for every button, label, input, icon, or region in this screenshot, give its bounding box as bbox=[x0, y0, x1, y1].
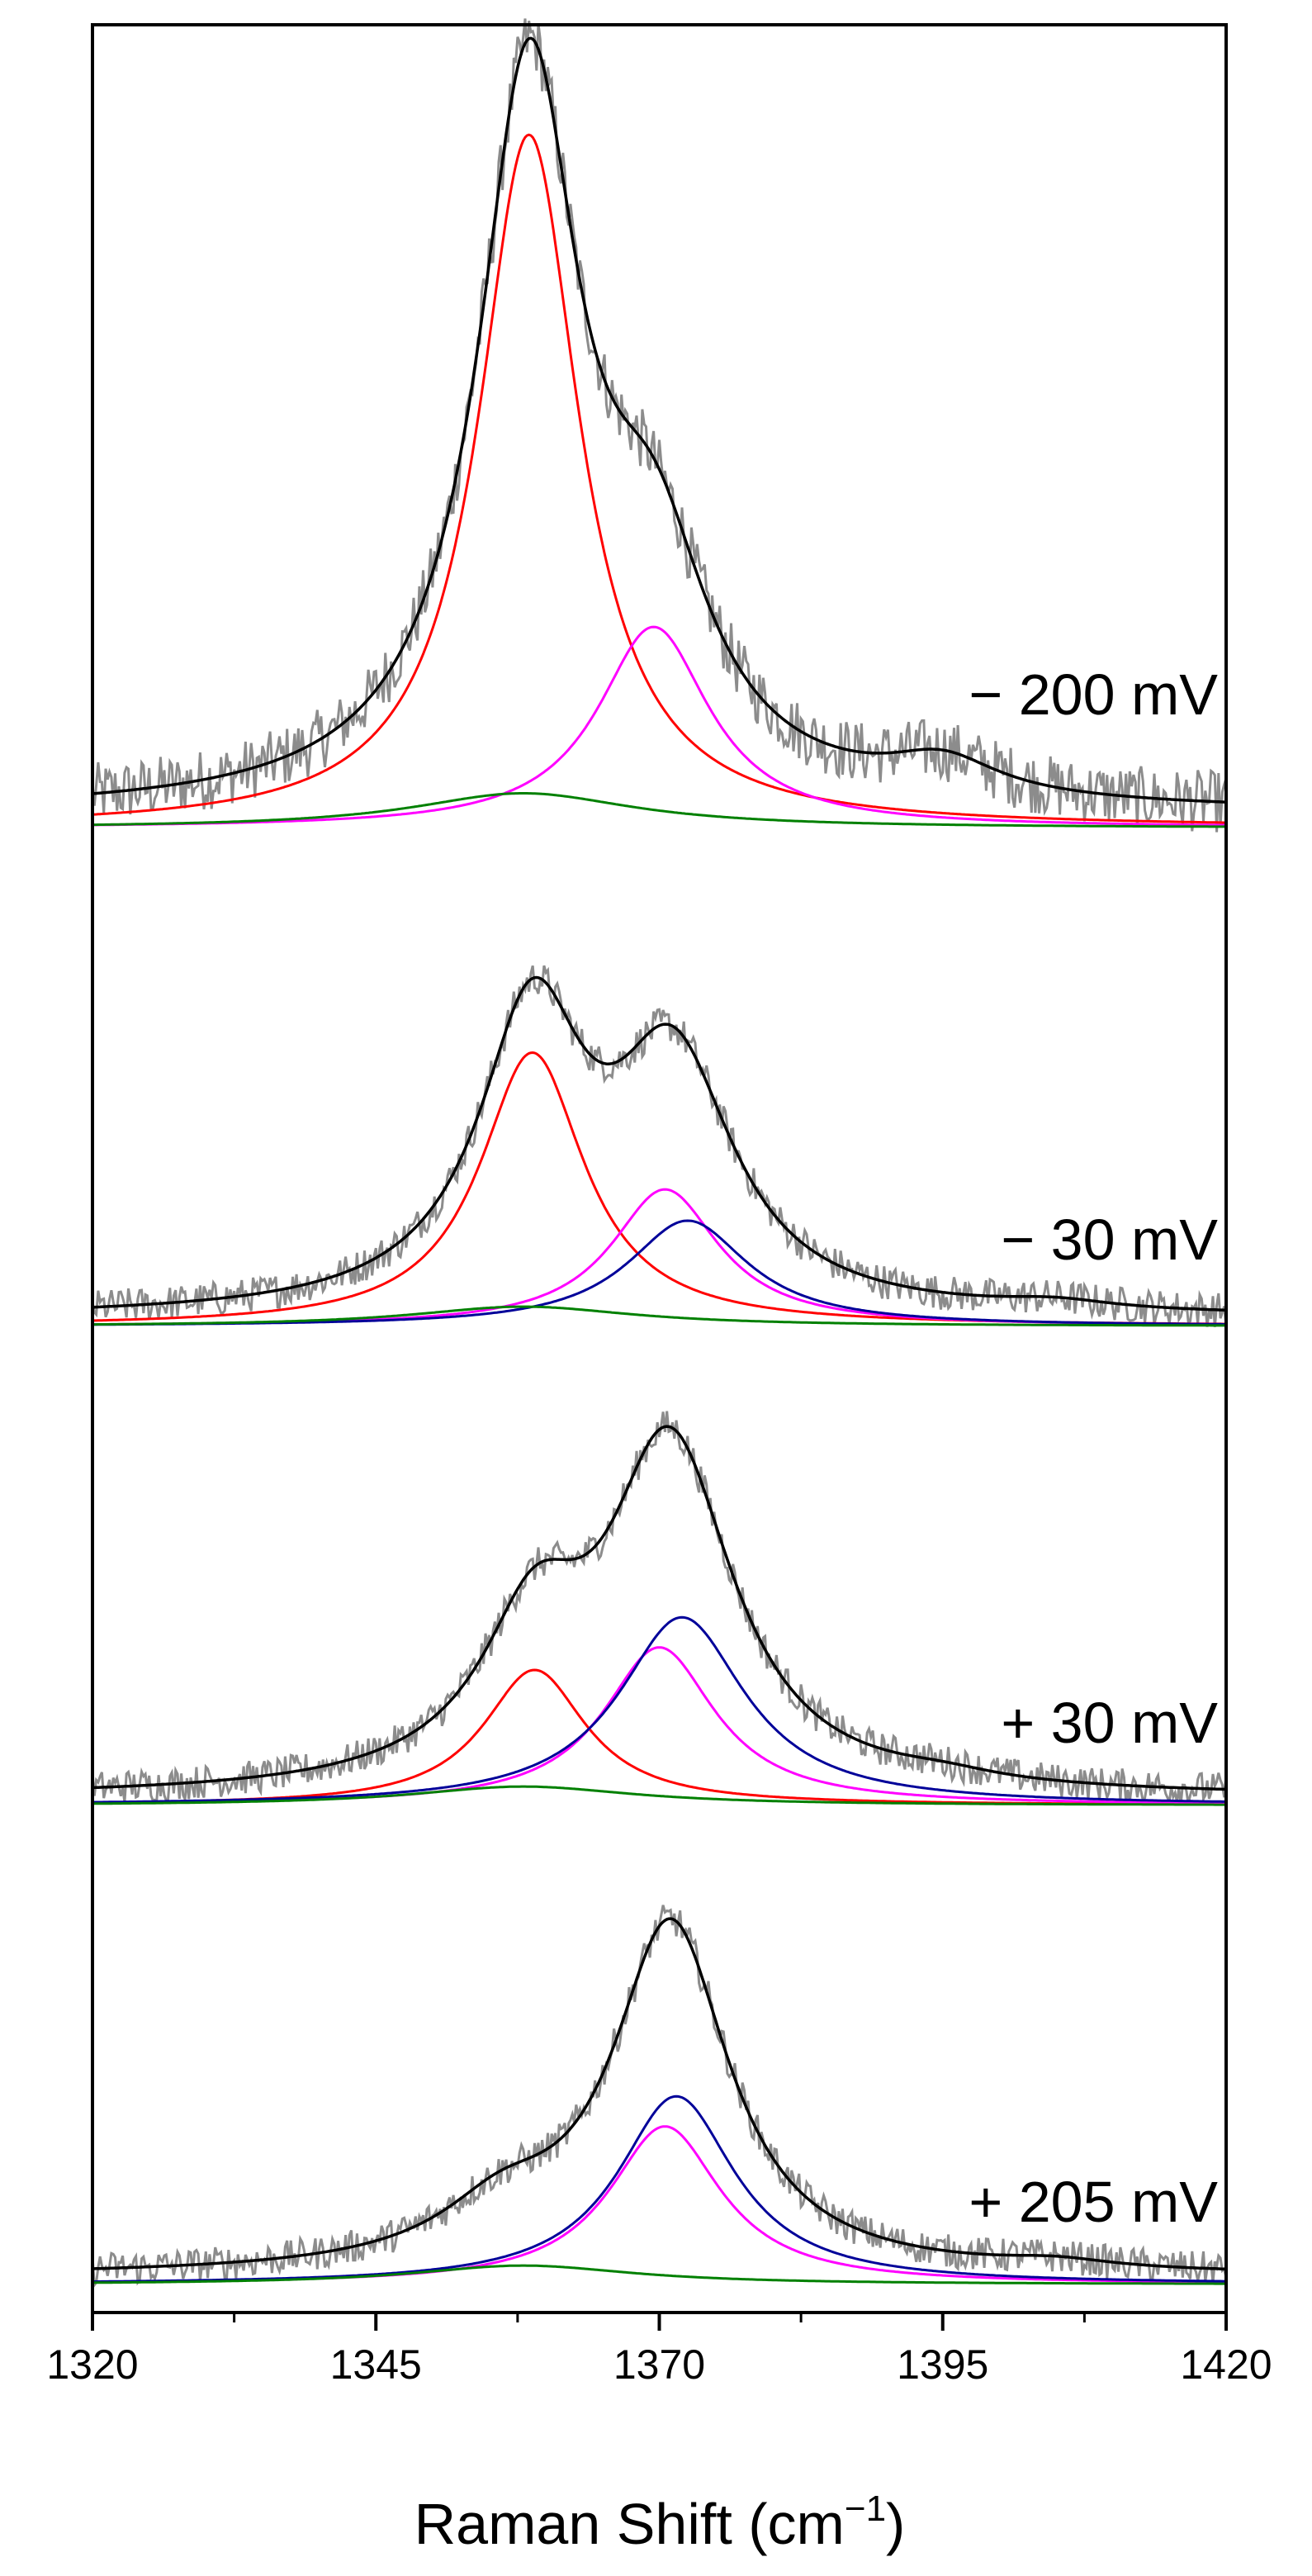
x-ticks: 1320 1345 1370 1395 1420 bbox=[46, 2313, 1272, 2388]
x-tick-label: 1420 bbox=[1180, 2341, 1272, 2388]
fit-curve-4 bbox=[92, 1917, 1227, 2271]
fit-curve-1 bbox=[92, 36, 1227, 804]
plot-frame bbox=[91, 23, 1228, 2314]
raw-spectrum-1 bbox=[91, 18, 1228, 833]
component-blue-4 bbox=[92, 2094, 1226, 2283]
x-tick-label: 1345 bbox=[330, 2341, 422, 2388]
component-green-2 bbox=[92, 1305, 1226, 1327]
component-red-2 bbox=[92, 1051, 1226, 1326]
panel-3: + 30 mV bbox=[91, 1411, 1228, 1806]
x-axis-title: Raman Shift (cm−1) bbox=[414, 2488, 906, 2556]
fit-curve-3 bbox=[92, 1425, 1227, 1791]
fit-curve-2 bbox=[92, 975, 1227, 1312]
panel-label-4: + 205 mV bbox=[969, 2170, 1218, 2234]
component-blue-2 bbox=[92, 1219, 1226, 1326]
component-green-4 bbox=[92, 2264, 1226, 2285]
x-tick-label: 1370 bbox=[613, 2341, 705, 2388]
x-tick-label: 1395 bbox=[897, 2341, 988, 2388]
component-magenta-1 bbox=[92, 625, 1227, 827]
raw-spectrum-3 bbox=[91, 1411, 1228, 1806]
panel-4: + 205 mV bbox=[91, 1905, 1228, 2289]
panel-2: − 30 mV bbox=[91, 965, 1228, 1327]
component-red-1 bbox=[92, 133, 1226, 824]
component-blue-3 bbox=[92, 1615, 1226, 1804]
panels-layer: − 200 mV − 30 mV + 30 mV + 205 mV bbox=[91, 18, 1228, 2289]
panel-label-2: − 30 mV bbox=[1001, 1207, 1218, 1272]
component-green-3 bbox=[92, 1785, 1226, 1806]
panel-label-3: + 30 mV bbox=[1001, 1691, 1218, 1755]
panel-1: − 200 mV bbox=[91, 18, 1228, 833]
panel-label-1: − 200 mV bbox=[969, 662, 1218, 727]
x-tick-label: 1320 bbox=[46, 2341, 138, 2388]
component-green-1 bbox=[92, 792, 1226, 828]
